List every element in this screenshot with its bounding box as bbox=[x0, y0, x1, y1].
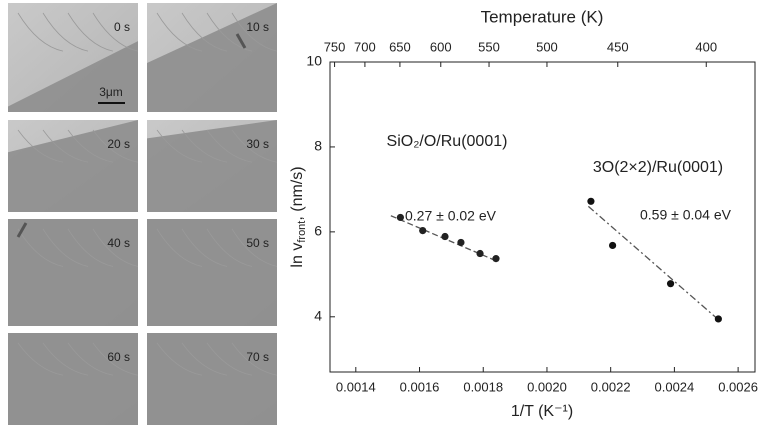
series-label: SiO₂/O/Ru(0001) bbox=[387, 133, 508, 150]
panel-time: 70 s bbox=[246, 350, 269, 364]
step-line bbox=[67, 129, 114, 163]
x2-tick-label: 750 bbox=[324, 39, 346, 54]
x-tick-label: 0.0018 bbox=[463, 379, 503, 394]
x2-tick-label: 550 bbox=[478, 39, 500, 54]
step-line bbox=[92, 342, 139, 376]
panel-time: 30 s bbox=[246, 137, 269, 151]
step-line bbox=[231, 342, 278, 376]
step-line bbox=[17, 12, 64, 52]
x-tick-label: 0.0020 bbox=[527, 379, 567, 394]
step-line bbox=[206, 228, 253, 267]
y-axis-label: ln vfront, (nm/s) bbox=[289, 166, 308, 267]
data-point bbox=[441, 232, 449, 241]
data-point bbox=[666, 280, 675, 288]
growth-front bbox=[8, 219, 138, 326]
x2-tick-label: 650 bbox=[389, 39, 411, 54]
data-point bbox=[714, 315, 722, 323]
data-point bbox=[476, 249, 484, 258]
step-line bbox=[181, 129, 228, 163]
data-point bbox=[492, 255, 500, 263]
step-line bbox=[231, 12, 278, 52]
data-point bbox=[419, 226, 427, 235]
step-line bbox=[206, 342, 253, 376]
x-tick-label: 0.0026 bbox=[718, 379, 758, 394]
x-tick-label: 0.0024 bbox=[655, 379, 695, 394]
series-label: 3O(2×2)/Ru(0001) bbox=[593, 159, 723, 176]
step-line bbox=[42, 228, 89, 267]
x-axis-label: 1/T (K⁻¹) bbox=[511, 403, 573, 420]
step-line bbox=[92, 228, 139, 267]
x2-tick-label: 700 bbox=[354, 39, 376, 54]
growth-front bbox=[8, 333, 138, 425]
x-tick-label: 0.0022 bbox=[591, 379, 631, 394]
step-line bbox=[156, 228, 203, 267]
growth-front bbox=[147, 333, 277, 425]
step-line bbox=[67, 342, 114, 376]
step-line bbox=[67, 12, 114, 52]
panel-time: 40 s bbox=[107, 236, 130, 250]
arrow bbox=[16, 222, 28, 238]
step-line bbox=[206, 12, 253, 52]
step-line bbox=[156, 129, 203, 163]
step-line bbox=[17, 342, 64, 376]
panel-time: 60 s bbox=[107, 350, 130, 364]
activation-energy: 0.27 ± 0.02 eV bbox=[405, 208, 497, 224]
step-line bbox=[181, 12, 228, 52]
step-line bbox=[92, 129, 139, 163]
step-line bbox=[92, 12, 139, 52]
panel-time: 0 s bbox=[114, 20, 130, 34]
step-line bbox=[42, 129, 89, 163]
fit-line bbox=[587, 205, 720, 321]
y-label-sub: front bbox=[296, 221, 308, 243]
step-line bbox=[156, 342, 203, 376]
step-line bbox=[156, 12, 203, 52]
data-point bbox=[457, 238, 465, 247]
x-tick-label: 0.0014 bbox=[336, 379, 376, 394]
step-line bbox=[181, 342, 228, 376]
x2-tick-label: 400 bbox=[695, 39, 717, 54]
scale-bar-label: 3μm bbox=[99, 85, 123, 99]
step-line bbox=[67, 228, 114, 267]
data-point bbox=[587, 197, 595, 205]
growth-front bbox=[8, 120, 138, 212]
x2-tick-label: 450 bbox=[607, 39, 629, 54]
step-line bbox=[206, 129, 253, 163]
step-line bbox=[42, 342, 89, 376]
arrow bbox=[235, 33, 247, 49]
step-line bbox=[17, 129, 64, 163]
growth-front bbox=[147, 120, 277, 212]
growth-front bbox=[147, 219, 277, 326]
x2-tick-label: 500 bbox=[536, 39, 558, 54]
y-tick-label: 8 bbox=[314, 138, 322, 154]
x2-axis-label: Temperature (K) bbox=[481, 7, 604, 26]
x-tick-label: 0.0016 bbox=[400, 379, 440, 394]
step-line bbox=[17, 228, 64, 267]
data-point bbox=[396, 213, 405, 222]
step-line bbox=[42, 12, 89, 52]
y-tick-label: 10 bbox=[306, 53, 322, 69]
step-line bbox=[181, 228, 228, 267]
x2-tick-label: 600 bbox=[430, 39, 452, 54]
growth-front bbox=[8, 41, 138, 112]
plot-frame bbox=[329, 61, 756, 373]
activation-energy: 0.59 ± 0.04 eV bbox=[640, 207, 732, 223]
data-point bbox=[608, 241, 617, 250]
y-label-main: ln v bbox=[289, 243, 306, 268]
y-tick-label: 6 bbox=[314, 223, 322, 239]
panel-time: 50 s bbox=[246, 236, 269, 250]
panel-time: 10 s bbox=[246, 20, 269, 34]
step-line bbox=[231, 129, 278, 163]
step-line bbox=[231, 228, 278, 267]
y-label-unit: , (nm/s) bbox=[289, 166, 306, 220]
y-tick-label: 4 bbox=[314, 307, 322, 323]
panel-time: 20 s bbox=[107, 137, 130, 151]
